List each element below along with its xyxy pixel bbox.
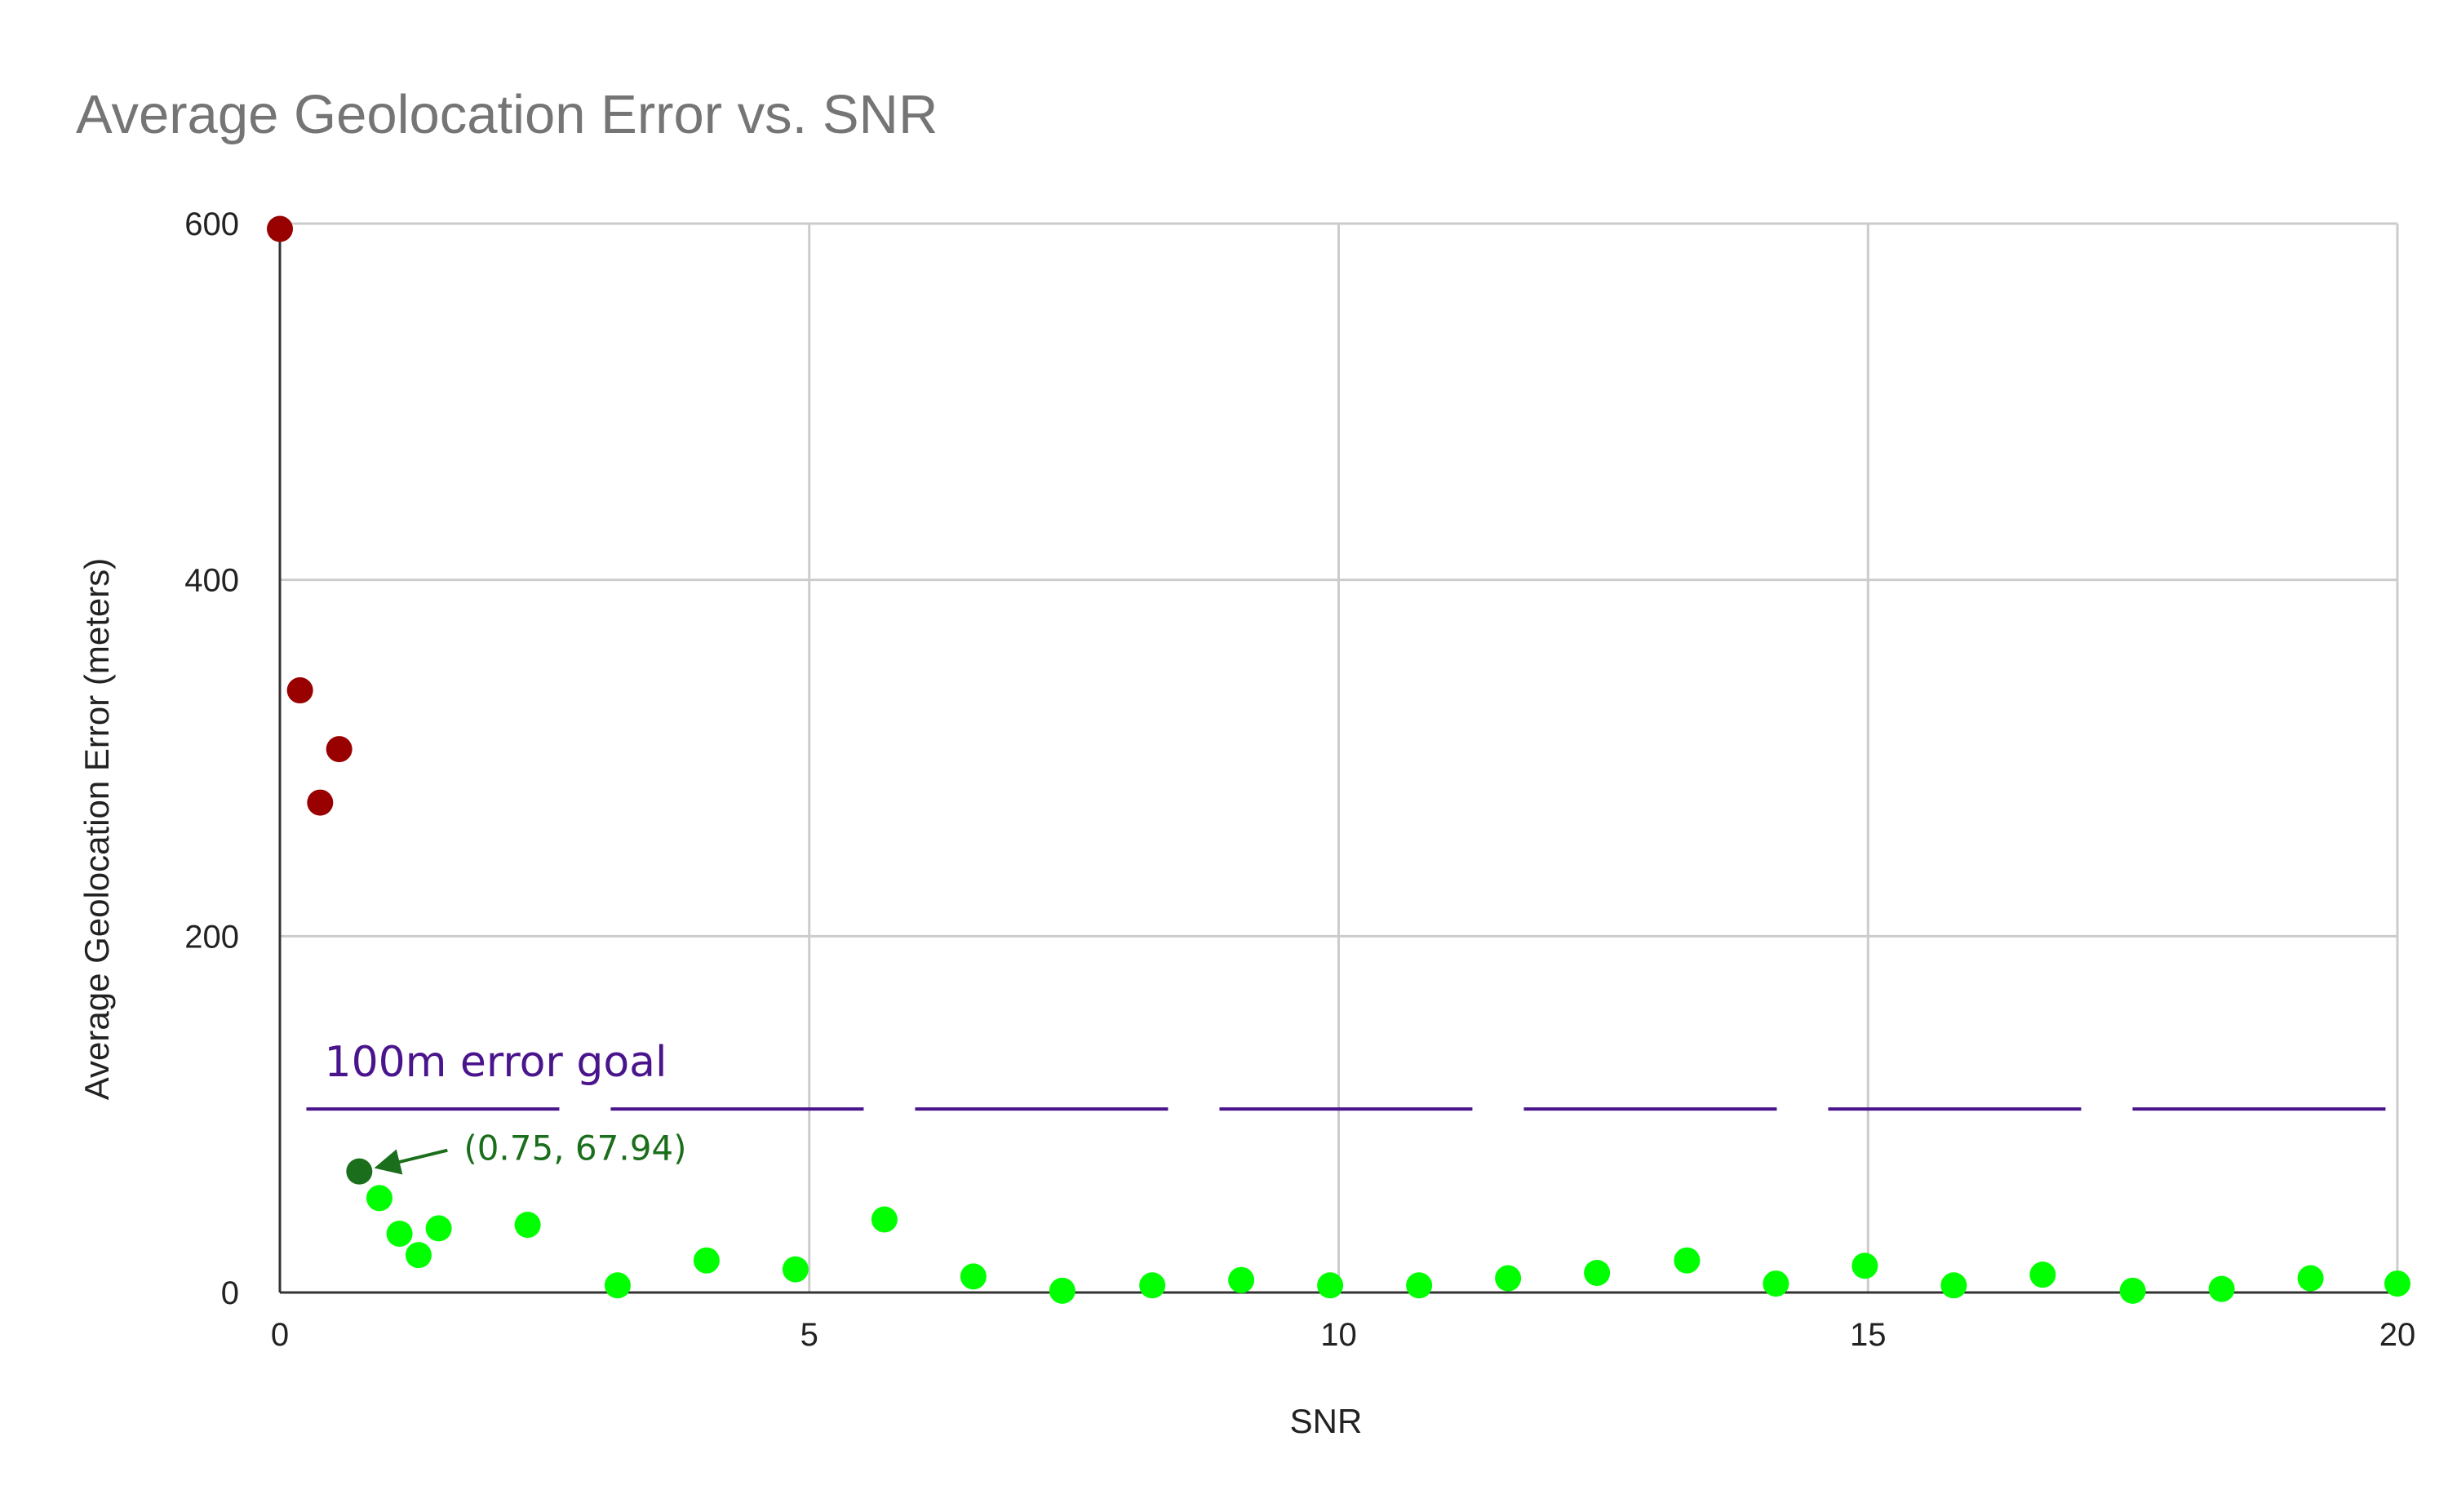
data-point — [1763, 1270, 1789, 1297]
data-point — [267, 215, 293, 242]
data-point — [286, 677, 313, 704]
data-point — [1049, 1277, 1075, 1304]
goal-line-label: 100m error goal — [324, 1038, 667, 1087]
data-point — [1317, 1272, 1344, 1299]
data-point — [1852, 1253, 1878, 1279]
data-point — [425, 1215, 452, 1242]
y-tick-label: 600 — [184, 206, 239, 242]
y-tick-label: 400 — [184, 563, 239, 599]
x-tick-label: 5 — [800, 1317, 818, 1353]
y-tick-label: 200 — [184, 919, 239, 955]
data-point — [782, 1256, 809, 1283]
data-point — [1139, 1272, 1166, 1299]
annotation-group: (0.75, 67.94) — [374, 1128, 687, 1175]
goal-line-group: 100m error goal — [306, 1038, 2397, 1111]
data-point — [2119, 1277, 2146, 1304]
data-point — [326, 736, 353, 763]
data-point — [307, 789, 334, 816]
x-tick-labels: 0 5 10 15 20 — [271, 1317, 2415, 1353]
data-point — [693, 1247, 720, 1274]
y-tick-labels: 0 200 400 600 — [184, 206, 239, 1311]
data-point — [2297, 1265, 2324, 1292]
data-point — [1584, 1259, 1611, 1286]
y-axis-title: Average Geolocation Error (meters) — [78, 558, 116, 1101]
data-point — [514, 1212, 541, 1239]
chart-title: Average Geolocation Error vs. SNR — [76, 84, 938, 145]
data-point — [405, 1242, 432, 1269]
data-point — [2208, 1275, 2235, 1302]
data-point — [2384, 1270, 2410, 1297]
data-point — [366, 1185, 392, 1212]
annotation-label: (0.75, 67.94) — [463, 1128, 686, 1168]
x-axis-title: SNR — [1290, 1402, 1363, 1440]
grid-lines — [280, 222, 2399, 1293]
x-tick-label: 20 — [2379, 1317, 2416, 1353]
data-point — [960, 1263, 987, 1290]
data-point — [1406, 1272, 1433, 1299]
x-tick-label: 15 — [1850, 1317, 1887, 1353]
data-point — [2029, 1261, 2056, 1288]
x-tick-label: 10 — [1320, 1317, 1357, 1353]
data-points — [267, 215, 2410, 1304]
data-point — [1940, 1272, 1967, 1299]
data-point — [871, 1206, 898, 1233]
data-point — [1228, 1266, 1255, 1293]
x-tick-label: 0 — [271, 1317, 289, 1353]
data-point — [1674, 1247, 1701, 1274]
data-point — [386, 1220, 413, 1247]
y-tick-label: 0 — [221, 1275, 239, 1311]
data-point — [1495, 1265, 1522, 1292]
data-point — [346, 1158, 373, 1185]
data-point — [604, 1272, 631, 1299]
annotation-arrow — [374, 1148, 448, 1175]
